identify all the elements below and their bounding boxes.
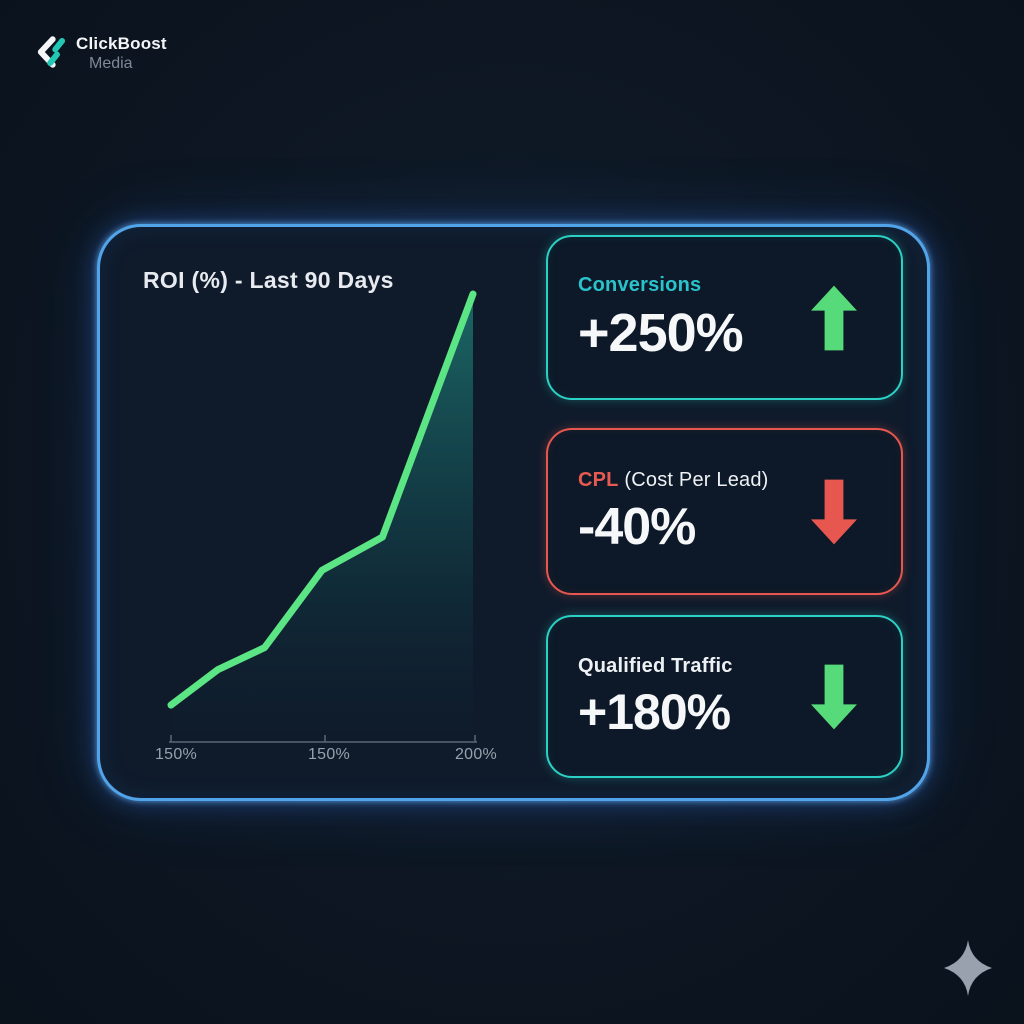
stat-label-abbrev: CPL <box>578 468 619 491</box>
clickboost-logo-icon <box>37 36 66 68</box>
roi-line <box>167 290 477 709</box>
x-tick-label: 200% <box>454 746 498 763</box>
stat-value: +180% <box>578 683 731 740</box>
arrow-down-icon <box>811 664 857 729</box>
roi-area-fill <box>171 294 473 736</box>
brand-logo: ClickBoost Media <box>34 34 167 73</box>
dashboard-panel: ROI (%) - Last 90 Days 150% 150% 200 <box>97 224 930 801</box>
stat-label: Qualified Traffic <box>578 654 733 677</box>
roi-area-chart <box>167 290 477 743</box>
stat-label-detail: (Cost Per Lead) <box>624 468 769 491</box>
x-tick-label: 150% <box>154 746 198 763</box>
chart-title: ROI (%) - Last 90 Days <box>143 267 394 293</box>
stat-card-qualified-traffic: Qualified Traffic +180% <box>546 615 903 778</box>
x-axis <box>169 735 477 743</box>
sparkle-icon <box>944 940 992 996</box>
stat-label: Conversions <box>578 273 702 296</box>
stat-label: CPL (Cost Per Lead) <box>578 469 871 492</box>
brand-subname: Media <box>89 55 133 72</box>
stat-value: +250% <box>578 302 744 363</box>
stat-card-cpl: CPL (Cost Per Lead) -40% <box>546 428 903 595</box>
arrow-up-icon <box>811 285 857 350</box>
stat-value: -40% <box>578 497 696 556</box>
brand-name: ClickBoost <box>76 34 167 53</box>
arrow-down-icon <box>811 479 857 544</box>
stat-card-conversions: Conversions +250% <box>546 235 903 400</box>
x-tick-label: 150% <box>307 746 351 763</box>
